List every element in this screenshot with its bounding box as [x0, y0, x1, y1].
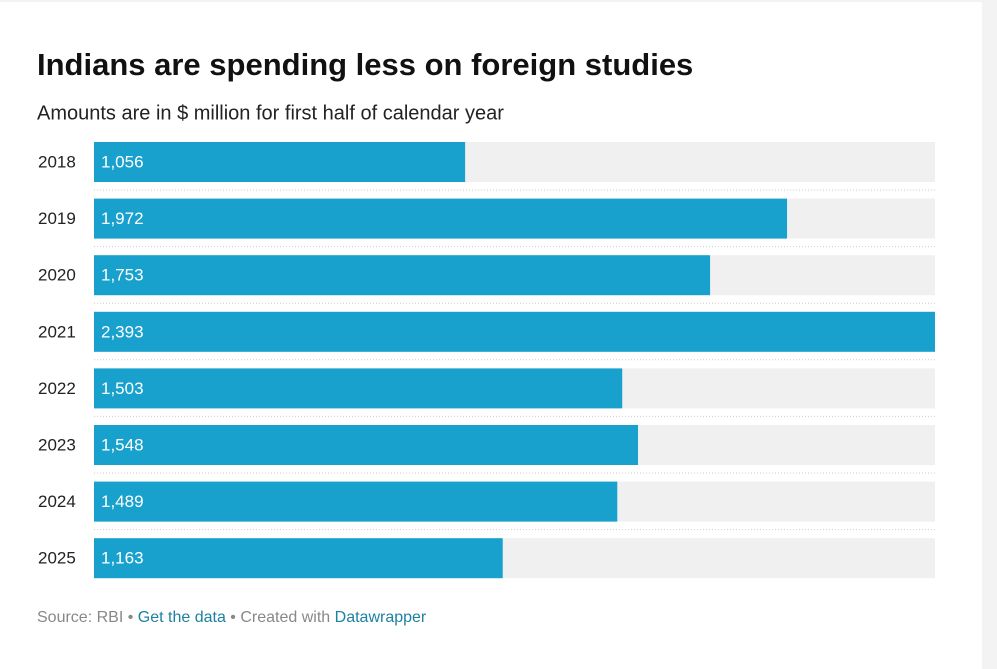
- bar: [94, 368, 623, 409]
- value-label: 1,972: [101, 209, 144, 228]
- y-tick-label: 2024: [38, 492, 76, 511]
- get-data-link[interactable]: Get the data: [138, 609, 226, 626]
- value-label: 1,753: [101, 266, 144, 285]
- y-tick-label: 2023: [38, 435, 76, 454]
- value-label: 1,489: [101, 492, 144, 511]
- y-tick-label: 2025: [38, 549, 76, 568]
- y-tick-label: 2018: [38, 152, 76, 171]
- chart-subtitle: Amounts are in $ million for first half …: [37, 102, 504, 124]
- y-tick-label: 2019: [38, 209, 76, 228]
- bar: [94, 538, 503, 579]
- separator: •: [128, 609, 134, 626]
- footer: Source: RBI • Get the data • Created wit…: [37, 609, 427, 626]
- value-label: 1,056: [101, 152, 144, 171]
- y-tick-label: 2020: [38, 266, 76, 285]
- source: Source: RBI: [37, 609, 123, 626]
- value-label: 1,503: [101, 379, 144, 398]
- value-label: 2,393: [101, 322, 144, 341]
- chart-title: Indians are spending less on foreign stu…: [37, 47, 693, 82]
- bar: [94, 481, 618, 522]
- y-tick-label: 2022: [38, 379, 76, 398]
- created-with: Created with: [240, 609, 330, 626]
- bar: [94, 142, 466, 182]
- bar: [94, 198, 788, 239]
- separator: •: [230, 609, 236, 626]
- tool-link[interactable]: Datawrapper: [335, 609, 427, 626]
- bar: [94, 255, 711, 296]
- bar: [94, 425, 639, 465]
- bar: [94, 311, 935, 352]
- value-label: 1,163: [101, 549, 144, 568]
- y-tick-label: 2021: [38, 322, 76, 341]
- value-label: 1,548: [101, 435, 144, 454]
